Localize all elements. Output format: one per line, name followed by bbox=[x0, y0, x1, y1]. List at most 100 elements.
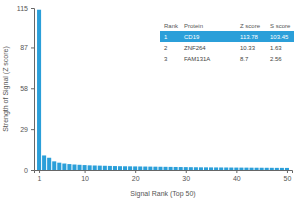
table-cell: ZNF264 bbox=[184, 45, 206, 51]
bar bbox=[250, 168, 254, 170]
bar bbox=[133, 166, 137, 170]
x-tick-mark bbox=[39, 170, 40, 173]
x-axis: 1 10 20 30 40 50 bbox=[35, 170, 293, 182]
bar bbox=[189, 167, 193, 170]
bar bbox=[270, 168, 274, 170]
y-tick: 29 bbox=[20, 126, 34, 133]
bar bbox=[255, 168, 259, 170]
y-tick: 115 bbox=[17, 5, 34, 12]
bar bbox=[209, 167, 213, 170]
bar bbox=[37, 10, 41, 170]
bar bbox=[280, 168, 284, 170]
y-tick-label: 115 bbox=[17, 5, 28, 12]
table-cell: 2 bbox=[164, 45, 168, 51]
table-cell: 113.78 bbox=[240, 34, 259, 40]
table-header: Rank bbox=[164, 23, 179, 29]
bar bbox=[62, 164, 66, 170]
bar bbox=[265, 168, 269, 170]
y-tick-label: 58 bbox=[20, 85, 28, 92]
bar bbox=[219, 167, 223, 170]
bar bbox=[108, 166, 112, 170]
bar bbox=[148, 167, 152, 170]
y-tick-mark bbox=[31, 170, 34, 171]
x-tick: 20 bbox=[132, 170, 140, 182]
x-axis-line bbox=[35, 171, 293, 174]
bar bbox=[179, 167, 183, 170]
bar bbox=[234, 168, 238, 170]
table-cell: 103.45 bbox=[270, 34, 289, 40]
bar bbox=[164, 167, 168, 170]
bar bbox=[88, 165, 92, 170]
x-tick-mark bbox=[287, 170, 288, 173]
table-header: Z score bbox=[240, 23, 261, 29]
bar bbox=[229, 168, 233, 170]
bar bbox=[239, 168, 243, 170]
x-tick-mark bbox=[236, 170, 237, 173]
bar bbox=[103, 166, 107, 170]
bar bbox=[199, 167, 203, 170]
chart: 1 10 20 30 40 50 0 29 58 87 115 Signal Rank (Top 50… bbox=[0, 0, 300, 200]
bar bbox=[42, 155, 46, 170]
bar bbox=[285, 168, 289, 170]
y-tick: 0 bbox=[24, 167, 34, 174]
x-tick-mark bbox=[85, 170, 86, 173]
table: RankProteinZ scoreS score1CD19113.78103.… bbox=[160, 23, 294, 62]
table-header: S score bbox=[270, 23, 291, 29]
bar bbox=[224, 167, 228, 170]
table-cell: CD19 bbox=[184, 34, 200, 40]
table-cell: 1 bbox=[164, 34, 168, 40]
y-tick-label: 87 bbox=[20, 44, 28, 51]
bar bbox=[194, 167, 198, 170]
bar bbox=[174, 167, 178, 170]
x-tick: 1 bbox=[38, 170, 42, 182]
x-tick-label: 1 bbox=[38, 175, 42, 182]
table-cell: FAM131A bbox=[184, 56, 210, 62]
bar bbox=[143, 167, 147, 170]
bar bbox=[123, 166, 127, 170]
bar bbox=[138, 166, 142, 170]
bar bbox=[158, 167, 162, 170]
y-tick-mark bbox=[31, 88, 34, 89]
x-tick: 50 bbox=[284, 170, 292, 182]
y-tick-mark bbox=[31, 8, 34, 9]
bar bbox=[118, 166, 122, 170]
bar bbox=[113, 166, 117, 170]
x-tick-mark bbox=[186, 170, 187, 173]
x-tick-label: 50 bbox=[284, 175, 292, 182]
x-tick-label: 40 bbox=[233, 175, 241, 182]
x-axis-title: Signal Rank (Top 50) bbox=[130, 190, 195, 198]
bar bbox=[128, 166, 132, 170]
table-cell: 8.7 bbox=[240, 56, 249, 62]
table-cell: 10.33 bbox=[240, 45, 256, 51]
x-tick-label: 20 bbox=[132, 175, 140, 182]
bar bbox=[214, 167, 218, 170]
bar bbox=[47, 158, 51, 170]
x-tick: 40 bbox=[233, 170, 241, 182]
bar bbox=[260, 168, 264, 170]
bar bbox=[83, 165, 87, 170]
bar bbox=[72, 165, 76, 170]
y-axis-title: Strength of Signal (Z score) bbox=[2, 46, 10, 132]
bar bbox=[169, 167, 173, 170]
x-tick-label: 30 bbox=[182, 175, 190, 182]
bar bbox=[275, 168, 279, 170]
table-cell: 1.63 bbox=[270, 45, 282, 51]
bar bbox=[67, 164, 71, 170]
bar bbox=[153, 167, 157, 170]
bar bbox=[184, 167, 188, 170]
y-axis-line bbox=[31, 9, 35, 171]
x-tick: 10 bbox=[81, 170, 89, 182]
bar bbox=[78, 165, 82, 170]
y-tick-mark bbox=[31, 47, 34, 48]
x-tick-label: 10 bbox=[81, 175, 89, 182]
x-tick: 30 bbox=[182, 170, 190, 182]
y-axis: 0 29 58 87 115 bbox=[17, 5, 35, 174]
y-tick-label: 0 bbox=[24, 167, 28, 174]
bar bbox=[57, 163, 61, 170]
table-cell: 3 bbox=[164, 56, 168, 62]
table-highlight bbox=[160, 31, 294, 42]
x-tick-mark bbox=[135, 170, 136, 173]
bar bbox=[98, 166, 102, 170]
bar bbox=[93, 165, 97, 170]
y-tick: 87 bbox=[20, 44, 34, 51]
